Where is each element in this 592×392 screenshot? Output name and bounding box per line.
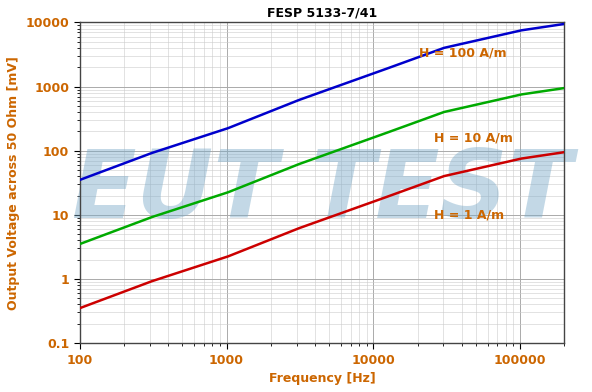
- Text: H = 100 A/m: H = 100 A/m: [419, 47, 507, 60]
- Text: H = 10 A/m: H = 10 A/m: [433, 131, 513, 144]
- Text: EUT TEST: EUT TEST: [72, 146, 572, 238]
- X-axis label: Frequency [Hz]: Frequency [Hz]: [269, 372, 375, 385]
- Title: FESP 5133-7/41: FESP 5133-7/41: [267, 7, 377, 20]
- Text: H = 1 A/m: H = 1 A/m: [433, 209, 504, 221]
- Y-axis label: Output Voltage across 50 Ohm [mV]: Output Voltage across 50 Ohm [mV]: [7, 56, 20, 310]
